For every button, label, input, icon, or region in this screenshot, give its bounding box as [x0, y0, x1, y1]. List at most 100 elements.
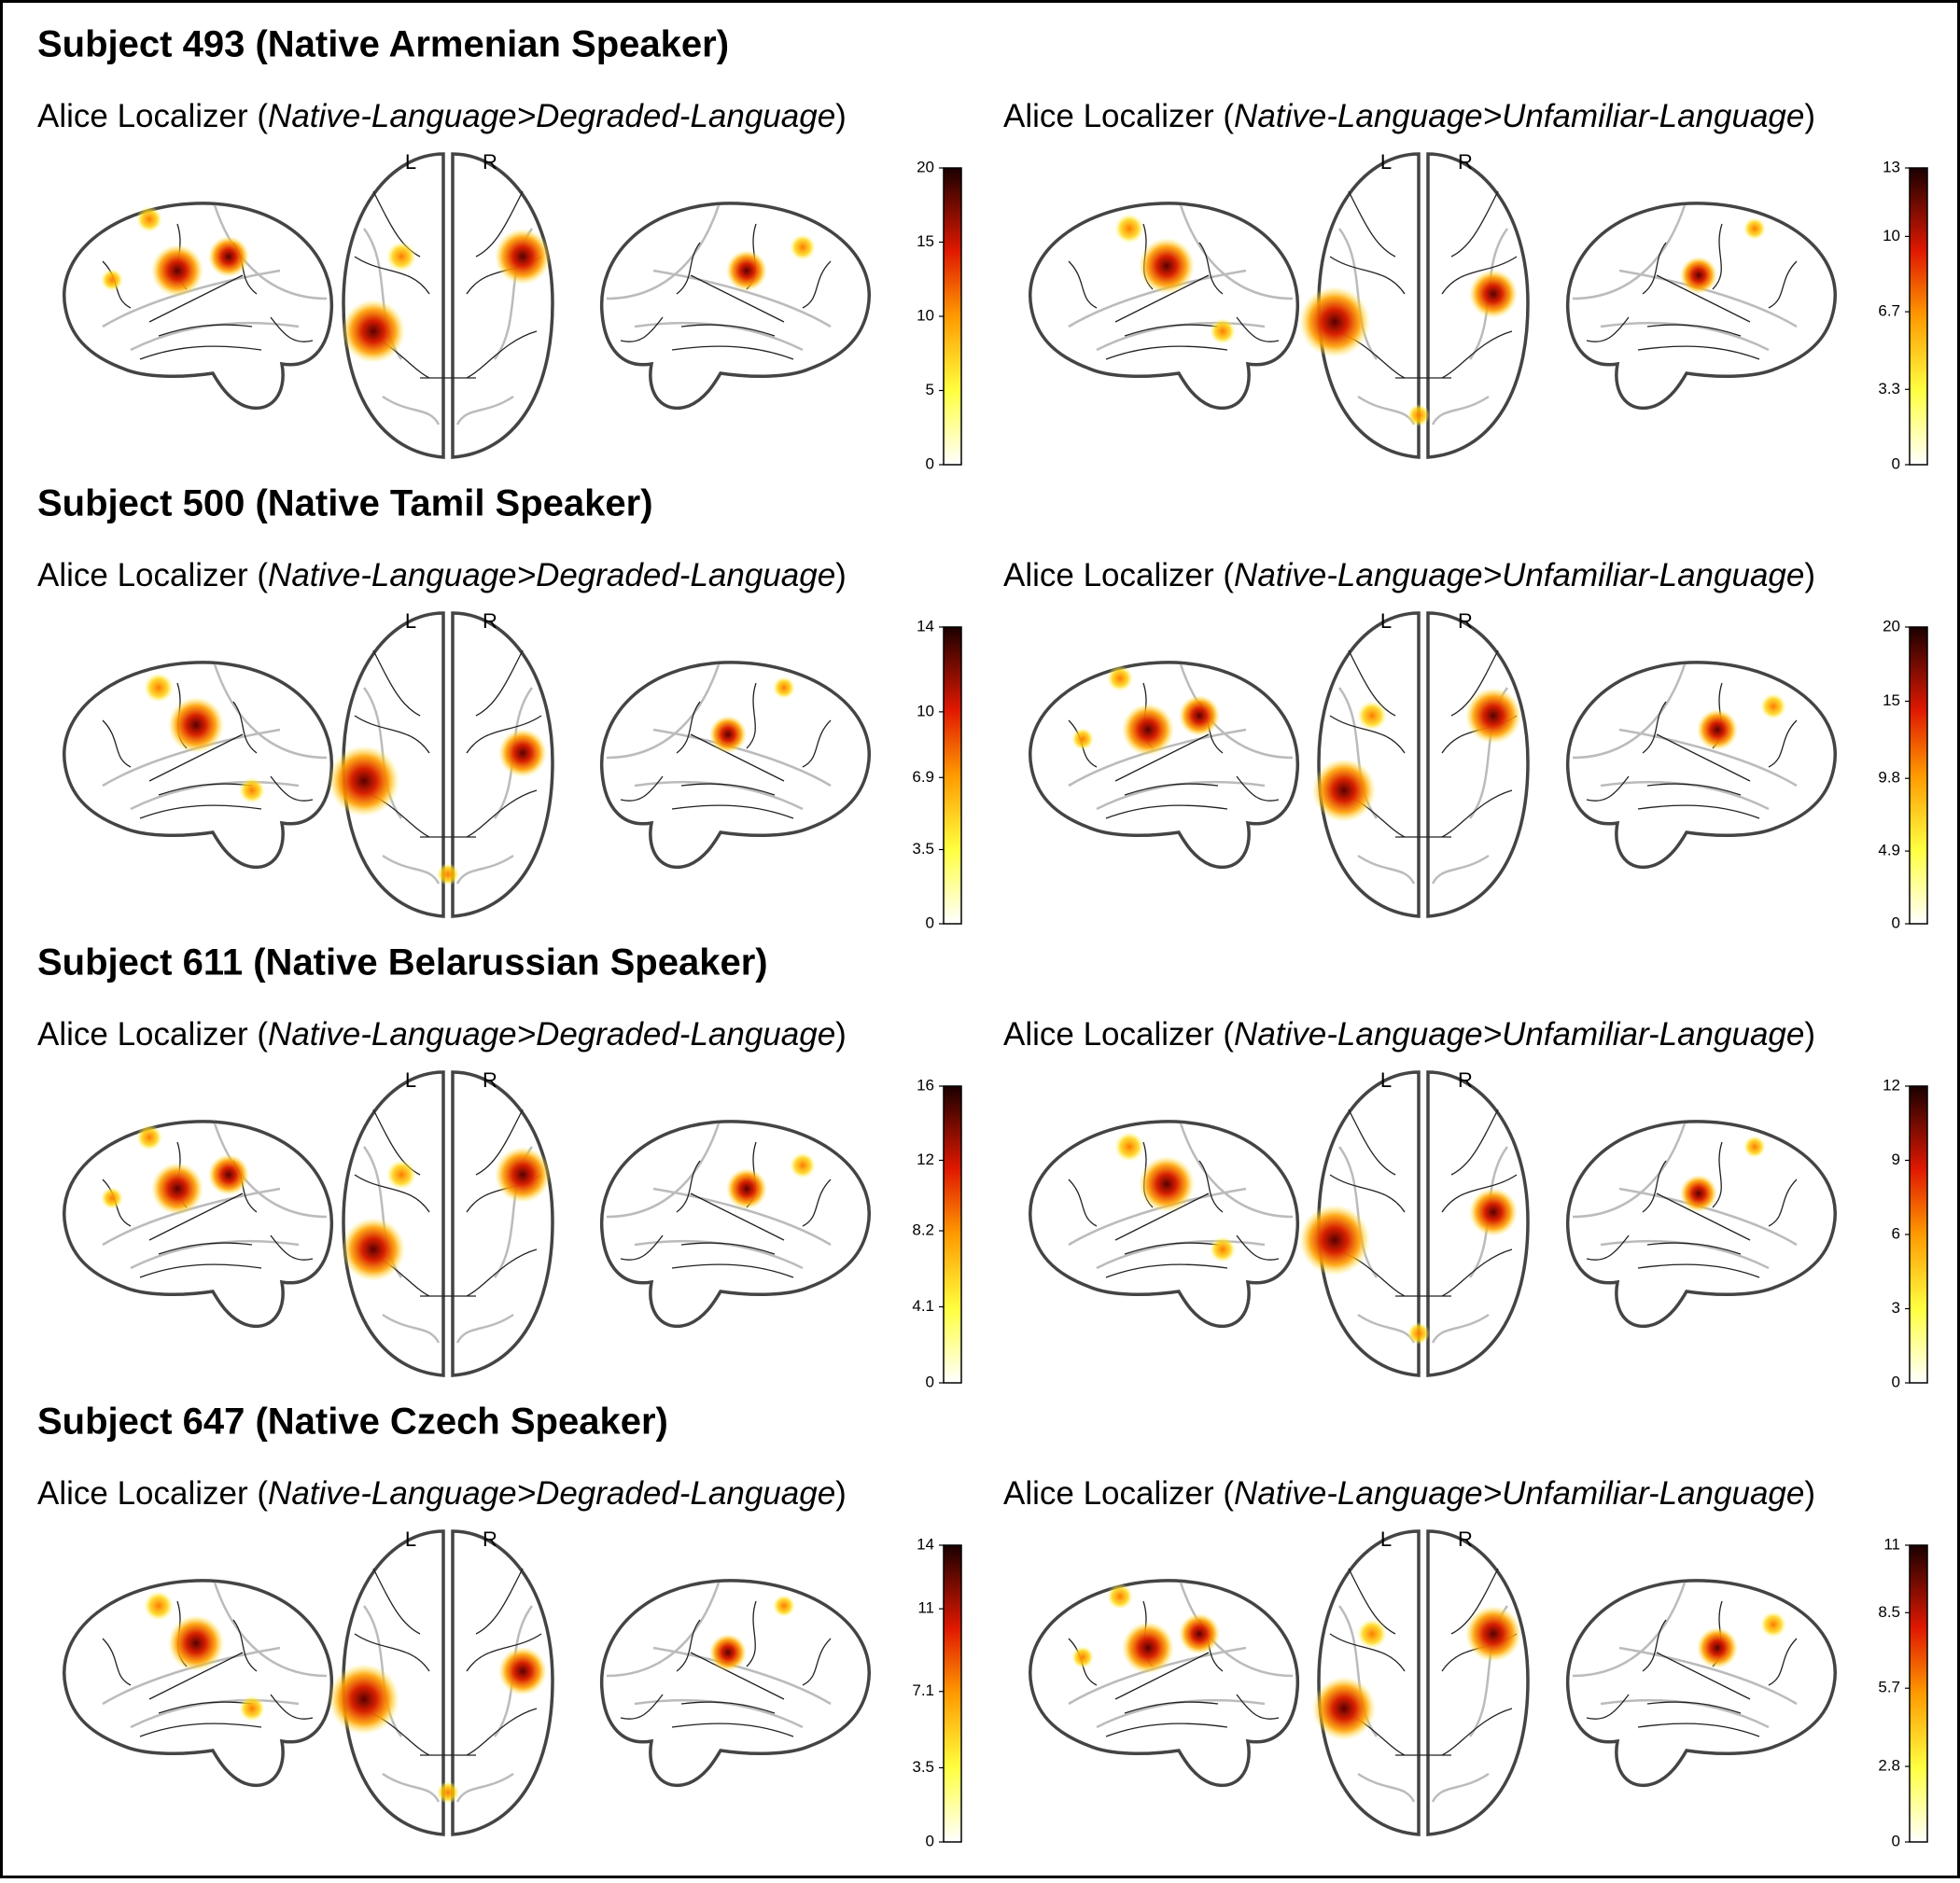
subtitle-part: Alice Localizer ( [37, 1016, 268, 1053]
subtitle-part: ) [835, 557, 847, 593]
panel-subtitle: Alice Localizer (Native-Language>Degrade… [37, 1475, 847, 1512]
colorbar-tick-label: 7.1 [912, 1681, 934, 1699]
subtitle-part: Alice Localizer ( [1003, 1016, 1234, 1053]
activation [151, 244, 203, 297]
colorbar-tick-label: 4.1 [912, 1297, 934, 1315]
activation [773, 1595, 795, 1617]
colorbar-tick-label: 4.9 [1878, 842, 1900, 859]
activation [342, 300, 405, 363]
subtitle-part: Alice Localizer ( [1003, 98, 1234, 134]
hemisphere-label: L [1380, 609, 1392, 633]
activation [151, 1163, 203, 1215]
activation [208, 1154, 249, 1195]
colorbar-tick-label: 10 [917, 702, 934, 719]
colorbar-tick-label: 15 [917, 232, 934, 250]
colorbar [943, 167, 962, 466]
colorbar [1909, 167, 1928, 466]
activation [1469, 1188, 1518, 1236]
hemisphere-label: L [1380, 1527, 1392, 1551]
panel: Alice Localizer (Native-Language>Unfamil… [1003, 98, 1928, 472]
activation [1179, 695, 1220, 736]
hemisphere-label: R [1458, 1068, 1473, 1092]
activation [1122, 704, 1174, 756]
hemisphere-label: R [483, 609, 497, 633]
colorbar-tick-label: 0 [1892, 454, 1900, 472]
subject-title: Subject 647 (Native Czech Speaker) [37, 1402, 668, 1443]
activation [168, 1615, 224, 1671]
activation [1407, 404, 1430, 426]
activation [1680, 1175, 1717, 1212]
subject-title: Subject 493 (Native Armenian Speaker) [37, 24, 729, 65]
activation [144, 673, 174, 703]
panel-subtitle: Alice Localizer (Native-Language>Degrade… [37, 98, 847, 134]
activation [1299, 286, 1370, 357]
colorbar-tick-label: 0 [926, 454, 934, 472]
colorbar-tick-label: 6.7 [1878, 302, 1900, 320]
subject-title: Subject 611 (Native Belarussian Speaker) [37, 942, 768, 983]
colorbar-tick-label: 12 [917, 1151, 934, 1168]
activation [1114, 214, 1144, 244]
panel: Alice Localizer (Native-Language>Unfamil… [1003, 1475, 1928, 1849]
panel-subtitle: Alice Localizer (Native-Language>Degrade… [37, 1016, 847, 1053]
colorbar [1909, 1544, 1928, 1843]
hemisphere-label: L [405, 1068, 416, 1092]
colorbar-tick-label: 9.8 [1878, 769, 1900, 787]
panel-subtitle: Alice Localizer (Native-Language>Unfamil… [1003, 98, 1815, 134]
colorbar-tick-label: 6.9 [912, 768, 934, 786]
activation [1680, 257, 1717, 294]
activation [726, 1168, 767, 1209]
colorbar-tick-label: 2.8 [1878, 1757, 1900, 1775]
subtitle-part: Native-Language>Degraded-Language [268, 1475, 835, 1512]
subtitle-part: Native-Language>Degraded-Language [268, 557, 835, 593]
activation [495, 229, 551, 285]
panel: Alice Localizer (Native-Language>Unfamil… [1003, 557, 1928, 931]
activation [1071, 1646, 1094, 1668]
activation [1743, 1136, 1766, 1158]
activation [1299, 1205, 1370, 1276]
subtitle-part: Native-Language>Unfamiliar-Language [1234, 1475, 1804, 1512]
activation [1760, 693, 1786, 719]
colorbar-tick-label: 12 [1883, 1076, 1900, 1094]
hemisphere-label: L [405, 609, 416, 633]
subtitle-part: Native-Language>Degraded-Language [268, 98, 835, 134]
hemisphere-label: L [1380, 1068, 1392, 1092]
colorbar [1909, 626, 1928, 925]
colorbar-tick-label: 0 [926, 914, 934, 931]
subtitle-part: Alice Localizer ( [37, 98, 268, 134]
activation [136, 206, 162, 232]
colorbar-tick-label: 11 [917, 1599, 934, 1617]
colorbar-tick-label: 0 [926, 1832, 934, 1849]
colorbar-tick-label: 0 [1892, 1373, 1900, 1390]
colorbar-tick-label: 3 [1892, 1299, 1900, 1317]
panel-subtitle: Alice Localizer (Native-Language>Degrade… [37, 557, 847, 593]
hemisphere-label: R [1458, 150, 1473, 174]
hemisphere-label: R [1458, 609, 1473, 633]
subtitle-part: ) [1804, 557, 1815, 593]
panel: Alice Localizer (Native-Language>Degrade… [37, 1475, 962, 1849]
activation [498, 1647, 547, 1695]
colorbar [943, 1544, 962, 1843]
activation [1139, 238, 1195, 294]
activation [1210, 1236, 1236, 1262]
activation [342, 1218, 405, 1281]
activation [1210, 318, 1236, 344]
hemisphere-label: L [405, 1527, 416, 1551]
activation [1139, 1156, 1195, 1212]
activation [168, 697, 224, 753]
subtitle-part: Native-Language>Unfamiliar-Language [1234, 98, 1804, 134]
activation [1357, 701, 1387, 731]
hemisphere-label: R [483, 150, 497, 174]
colorbar-tick-label: 13 [1883, 158, 1900, 175]
activation [1465, 1606, 1521, 1662]
activation [208, 236, 249, 277]
activation [386, 242, 416, 272]
colorbar-tick-label: 3.5 [912, 840, 934, 858]
colorbar-tick-label: 16 [917, 1076, 934, 1094]
